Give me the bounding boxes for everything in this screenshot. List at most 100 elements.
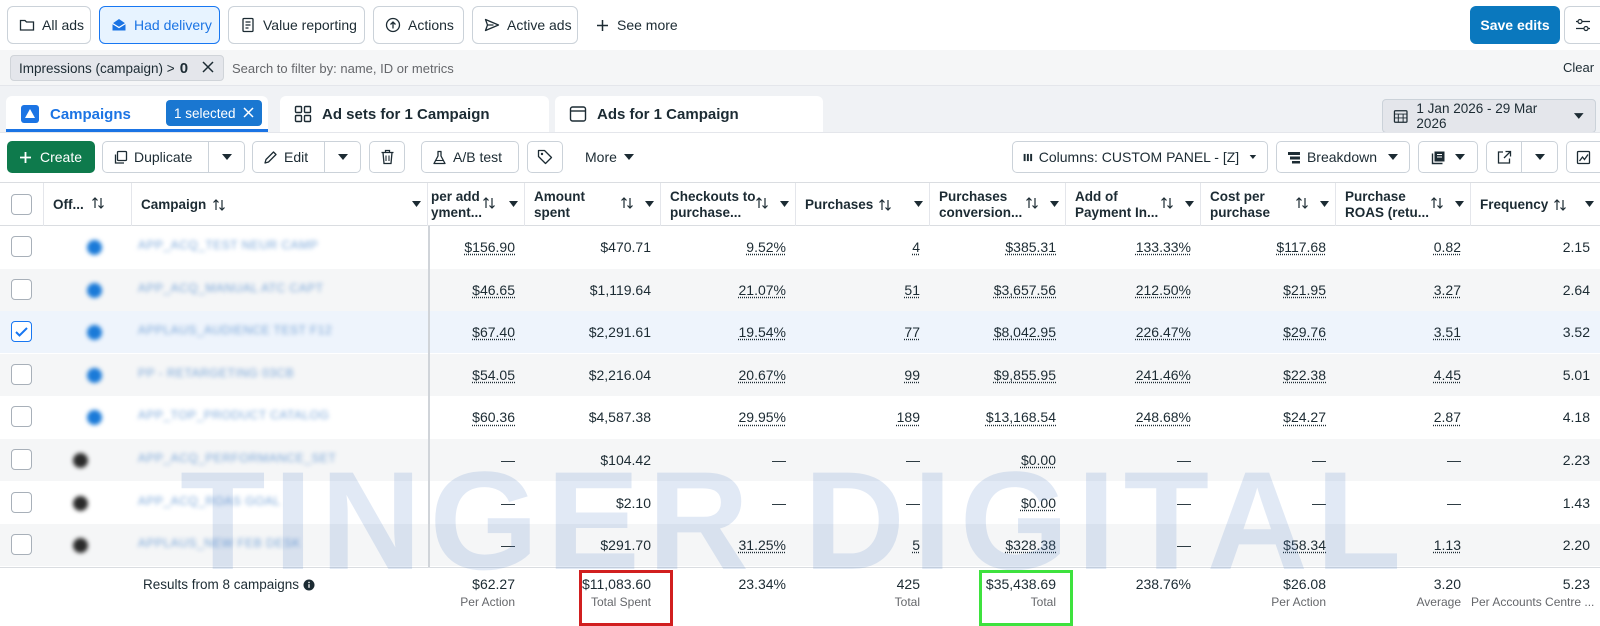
- chevron-down-icon[interactable]: [1455, 201, 1464, 207]
- clear-filters-link[interactable]: Clear: [1563, 60, 1595, 75]
- delivery-toggle[interactable]: [87, 325, 102, 341]
- select-all-checkbox[interactable]: [11, 194, 32, 215]
- sort-icon[interactable]: [482, 196, 496, 210]
- tab-ad-sets[interactable]: Ad sets for 1 Campaign: [280, 96, 549, 132]
- ab-test-button[interactable]: A/B test: [421, 141, 519, 173]
- campaign-name-link[interactable]: APP_TOP_PRODUCT CATALOG: [138, 408, 330, 423]
- sort-icon[interactable]: [1553, 198, 1567, 212]
- chevron-down-icon[interactable]: [509, 201, 518, 207]
- sort-icon[interactable]: [1295, 196, 1309, 210]
- reports-dropdown[interactable]: [1418, 141, 1478, 173]
- see-more-button[interactable]: See more: [596, 6, 678, 44]
- header-purchases[interactable]: Purchases: [796, 183, 930, 226]
- chevron-down-icon[interactable]: [645, 201, 654, 207]
- campaign-name-link[interactable]: APP_ACQ_TEST NEUR CAMP: [138, 238, 319, 252]
- columns-dropdown[interactable]: Columns: CUSTOM PANEL - [Z]: [1012, 141, 1268, 173]
- view-actions[interactable]: Actions: [373, 6, 464, 44]
- table-row[interactable]: PP - RETARGETING 03CB $54.05 $2,216.04 20.6…: [0, 353, 1600, 396]
- campaign-name-link[interactable]: APP_ACQ_ROAS GOAL: [138, 493, 281, 508]
- view-value-reporting[interactable]: Value reporting: [228, 6, 365, 44]
- row-checkbox[interactable]: [11, 236, 32, 257]
- delivery-toggle[interactable]: [87, 367, 102, 383]
- delivery-toggle[interactable]: [73, 495, 88, 511]
- view-active-ads[interactable]: Active ads: [472, 6, 578, 44]
- row-checkbox[interactable]: [11, 278, 32, 300]
- sort-icon[interactable]: [1025, 196, 1039, 210]
- info-icon[interactable]: [303, 579, 315, 591]
- header-off-on[interactable]: Off...: [44, 183, 132, 226]
- edit-button[interactable]: Edit: [252, 141, 325, 173]
- header-cost-per-add-payment[interactable]: per add yment...: [428, 183, 525, 226]
- duplicate-dropdown[interactable]: [209, 141, 245, 173]
- table-row[interactable]: APP_ACQ_TEST NEUR CAMP $156.90 $470.71 9.52…: [0, 226, 1600, 268]
- settings-button[interactable]: [1564, 6, 1600, 44]
- sort-icon[interactable]: [1160, 196, 1174, 210]
- row-checkbox[interactable]: [11, 449, 32, 470]
- edit-dropdown[interactable]: [325, 141, 361, 173]
- header-campaign[interactable]: Campaign: [132, 183, 428, 226]
- delivery-toggle[interactable]: [73, 538, 88, 554]
- date-range-picker[interactable]: 1 Jan 2026 - 29 Mar 2026: [1382, 99, 1596, 133]
- chevron-down-icon[interactable]: [914, 201, 923, 207]
- header-purchase-roas[interactable]: Purchase ROAS (retu...: [1336, 183, 1471, 226]
- header-purchases-conversion-value[interactable]: Purchases conversion...: [930, 183, 1066, 226]
- row-checkbox[interactable]: [11, 534, 32, 556]
- chevron-down-icon[interactable]: [412, 201, 421, 207]
- table-row[interactable]: APPLAUS_NEW FEB DESK — $291.70 31.25% 5 $328.…: [0, 524, 1600, 567]
- row-checkbox[interactable]: [11, 321, 32, 343]
- header-frequency[interactable]: Frequency: [1471, 183, 1600, 226]
- view-had-delivery[interactable]: Had delivery: [99, 6, 220, 44]
- delivery-toggle[interactable]: [87, 240, 102, 255]
- header-cost-per-purchase[interactable]: Cost per purchase: [1201, 183, 1336, 226]
- row-checkbox[interactable]: [11, 363, 32, 385]
- sort-icon[interactable]: [755, 196, 769, 210]
- tag-button[interactable]: [527, 141, 563, 173]
- delete-button[interactable]: [369, 141, 405, 173]
- chevron-down-icon[interactable]: [1320, 201, 1329, 207]
- tab-campaigns[interactable]: Campaigns 1 selected: [6, 96, 268, 132]
- save-edits-button[interactable]: Save edits: [1470, 6, 1560, 44]
- close-icon[interactable]: [201, 60, 215, 74]
- create-button[interactable]: Create: [7, 141, 95, 173]
- table-row[interactable]: APP_ACQ_ROAS GOAL — $2.10 — — $0.00 — — — 1.43: [0, 482, 1600, 524]
- header-select-all[interactable]: [0, 183, 44, 226]
- chevron-down-icon[interactable]: [1185, 201, 1194, 207]
- tab-ads[interactable]: Ads for 1 Campaign: [555, 96, 823, 132]
- header-add-of-payment-info[interactable]: Add of Payment In...: [1066, 183, 1201, 226]
- view-all-ads[interactable]: All ads: [7, 6, 91, 44]
- row-checkbox[interactable]: [11, 491, 32, 513]
- delivery-toggle[interactable]: [73, 453, 88, 468]
- delivery-toggle[interactable]: [87, 410, 102, 426]
- table-row[interactable]: APP_ACQ_MANUAL ATC CAPT $46.65 $1,119.64 21…: [0, 268, 1600, 311]
- campaign-name-link[interactable]: APP_ACQ_MANUAL ATC CAPT: [138, 280, 324, 295]
- charts-button[interactable]: [1566, 141, 1600, 173]
- table-row[interactable]: APPLAUS_AUDIENCE TEST F12 $67.40 $2,291.61…: [0, 311, 1600, 354]
- row-checkbox[interactable]: [11, 406, 32, 428]
- close-icon[interactable]: [242, 106, 255, 119]
- sort-icon[interactable]: [212, 198, 226, 212]
- breakdown-dropdown[interactable]: Breakdown: [1276, 141, 1410, 173]
- campaign-name-link[interactable]: PP - RETARGETING 03CB: [138, 365, 295, 380]
- table-row[interactable]: APP_TOP_PRODUCT CATALOG $60.36 $4,587.38 29…: [0, 396, 1600, 438]
- sort-icon[interactable]: [1430, 196, 1444, 210]
- sort-icon[interactable]: [91, 196, 105, 210]
- filter-chip-impressions[interactable]: Impressions (campaign) > 0: [10, 55, 224, 81]
- sort-icon[interactable]: [620, 196, 634, 210]
- chevron-down-icon[interactable]: [1050, 201, 1059, 207]
- chevron-down-icon[interactable]: [780, 201, 789, 207]
- export-button[interactable]: [1486, 141, 1522, 173]
- table-row[interactable]: APP_ACQ_PERFORMANCE_SET — $104.42 — — $0.00 — —…: [0, 439, 1600, 481]
- delivery-toggle[interactable]: [87, 282, 102, 298]
- export-dropdown[interactable]: [1522, 141, 1558, 173]
- header-amount-spent[interactable]: Amount spent: [525, 183, 661, 226]
- chevron-down-icon[interactable]: [1585, 201, 1594, 207]
- sort-icon[interactable]: [878, 198, 892, 212]
- search-input[interactable]: [232, 55, 1432, 81]
- more-button[interactable]: More: [575, 141, 649, 173]
- campaign-name-link[interactable]: APPLAUS_AUDIENCE TEST F12: [138, 323, 333, 338]
- duplicate-button[interactable]: Duplicate: [102, 141, 209, 173]
- campaign-name-link[interactable]: APPLAUS_NEW FEB DESK: [138, 536, 301, 551]
- campaign-name-link[interactable]: APP_ACQ_PERFORMANCE_SET: [138, 451, 337, 465]
- selected-badge[interactable]: 1 selected: [166, 100, 262, 126]
- header-checkouts-to-purchase[interactable]: Checkouts to purchase...: [661, 183, 796, 226]
